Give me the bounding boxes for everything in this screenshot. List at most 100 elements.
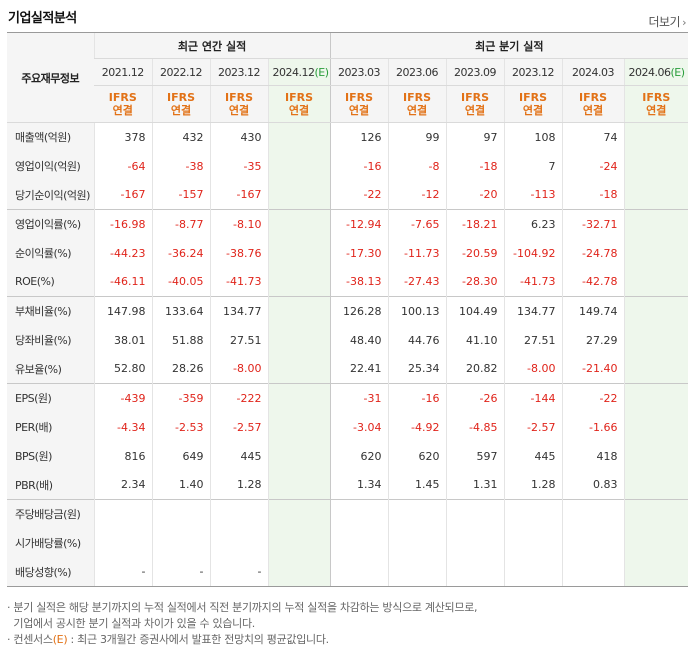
table-cell: -: [93, 557, 152, 587]
table-cell: 149.74: [561, 296, 625, 326]
table-row: PBR(배) 2.34 1.40 1.28 1.34 1.45 1.31 1.28 0.83: [7, 470, 689, 500]
table-cell: -20: [445, 180, 505, 210]
footnote-consensus-label: · 컨센서스: [7, 633, 53, 646]
table-cell: -167: [209, 180, 268, 210]
basis-header[interactable]: IFRS 연결: [387, 85, 447, 123]
table-row: 시가배당률(%): [7, 528, 689, 558]
row-label: 부채비율(%): [7, 296, 94, 326]
table-cell: -18: [445, 151, 505, 181]
table-cell: -40.05: [151, 267, 210, 297]
table-cell: -167: [93, 180, 152, 210]
row-label: BPS(원): [7, 441, 94, 471]
table-cell: -16: [387, 383, 447, 413]
table-row: 당좌비율(%) 38.01 51.88 27.51 48.40 44.76 41.10 27.…: [7, 325, 689, 355]
table-cell: [623, 354, 689, 384]
annual-group-header: 최근 연간 실적: [93, 32, 331, 59]
basis-header[interactable]: IFRS 연결: [623, 85, 689, 123]
table-row: 당기순이익(억원) -167 -157 -167 -22 -12 -20 -113 -18: [7, 180, 689, 210]
table-cell: -28.30: [445, 267, 505, 297]
table-cell: [387, 528, 447, 558]
table-cell: [623, 238, 689, 268]
table-cell: 1.34: [329, 470, 389, 500]
table-cell: -42.78: [561, 267, 625, 297]
footnote-consensus-text: : 최근 3개월간 증권사에서 발표한 전망치의 평균값입니다.: [67, 633, 330, 646]
table-cell: 620: [387, 441, 447, 471]
table-cell: -8.10: [209, 209, 268, 239]
period-header: 2024.12(E): [267, 58, 331, 86]
table-cell: -439: [93, 383, 152, 413]
table-cell: [503, 499, 563, 529]
basis-consolidated: 연결: [522, 104, 544, 117]
table-cell: 7: [503, 151, 563, 181]
table-cell: [329, 557, 389, 587]
table-cell: [387, 557, 447, 587]
basis-consolidated: 연결: [646, 104, 667, 117]
table-cell: -359: [151, 383, 210, 413]
period-label: 2023.03: [338, 65, 381, 79]
table-cell: -: [151, 557, 210, 587]
table-cell: [267, 499, 331, 529]
table-cell: [445, 499, 505, 529]
table-cell: 28.26: [151, 354, 210, 384]
basis-header[interactable]: IFRS 연결: [151, 85, 210, 123]
footnotes: · 분기 실적은 해당 분기까지의 누적 실적에서 직전 분기까지의 누적 실적…: [7, 600, 478, 648]
basis-header[interactable]: IFRS 연결: [209, 85, 268, 123]
basis-ifrs: IFRS: [519, 91, 548, 104]
table-cell: [267, 441, 331, 471]
table-row: 배당성향(%) - - -: [7, 557, 689, 587]
table-cell: [503, 528, 563, 558]
basis-ifrs: IFRS: [285, 91, 313, 104]
table-cell: 1.45: [387, 470, 447, 500]
table-cell: -24: [561, 151, 625, 181]
basis-header[interactable]: IFRS 연결: [267, 85, 331, 123]
table-cell: 25.34: [387, 354, 447, 384]
table-cell: [267, 122, 331, 152]
basis-consolidated: 연결: [170, 104, 192, 117]
table-cell: 147.98: [93, 296, 152, 326]
table-cell: -1.66: [561, 412, 625, 442]
table-cell: [623, 557, 689, 587]
table-cell: -22: [329, 180, 389, 210]
table-cell: 74: [561, 122, 625, 152]
table-cell: -64: [93, 151, 152, 181]
table-cell: [623, 325, 689, 355]
more-link-label: 더보기: [648, 15, 681, 29]
basis-header[interactable]: IFRS 연결: [561, 85, 625, 123]
table-cell: 378: [93, 122, 152, 152]
table-cell: -46.11: [93, 267, 152, 297]
table-cell: 48.40: [329, 325, 389, 355]
period-label: 2023.12: [218, 65, 261, 79]
table-cell: -18: [561, 180, 625, 210]
basis-header[interactable]: IFRS 연결: [94, 85, 152, 123]
basis-header[interactable]: IFRS 연결: [445, 85, 505, 123]
table-cell: [93, 528, 152, 558]
table-cell: [623, 412, 689, 442]
table-row: 유보율(%) 52.80 28.26 -8.00 22.41 25.34 20.82 -8.0…: [7, 354, 689, 384]
row-label: 주당배당금(원): [7, 499, 94, 529]
table-cell: [209, 528, 268, 558]
table-cell: 6.23: [503, 209, 563, 239]
row-label: ROE(%): [7, 267, 94, 297]
table-cell: [561, 528, 625, 558]
table-cell: [93, 499, 152, 529]
table-cell: 27.29: [561, 325, 625, 355]
table-cell: [267, 354, 331, 384]
table-cell: -38.13: [329, 267, 389, 297]
table-cell: [329, 528, 389, 558]
table-cell: -2.53: [151, 412, 210, 442]
table-cell: 0.83: [561, 470, 625, 500]
table-cell: [623, 383, 689, 413]
period-label: 2022.12: [160, 65, 203, 79]
corner-label: 주요재무정보: [7, 32, 94, 123]
table-cell: -8.77: [151, 209, 210, 239]
table-cell: [267, 267, 331, 297]
row-label: 매출액(억원): [7, 122, 94, 152]
table-cell: -21.40: [561, 354, 625, 384]
more-link[interactable]: 더보기 ›: [648, 13, 686, 30]
period-header: 2021.12: [94, 58, 152, 86]
table-cell: [387, 499, 447, 529]
period-header: 2023.09: [445, 58, 505, 86]
basis-header[interactable]: IFRS 연결: [329, 85, 389, 123]
basis-header[interactable]: IFRS 연결: [503, 85, 563, 123]
table-row: 부채비율(%) 147.98 133.64 134.77 126.28 100.13 104…: [7, 296, 689, 326]
